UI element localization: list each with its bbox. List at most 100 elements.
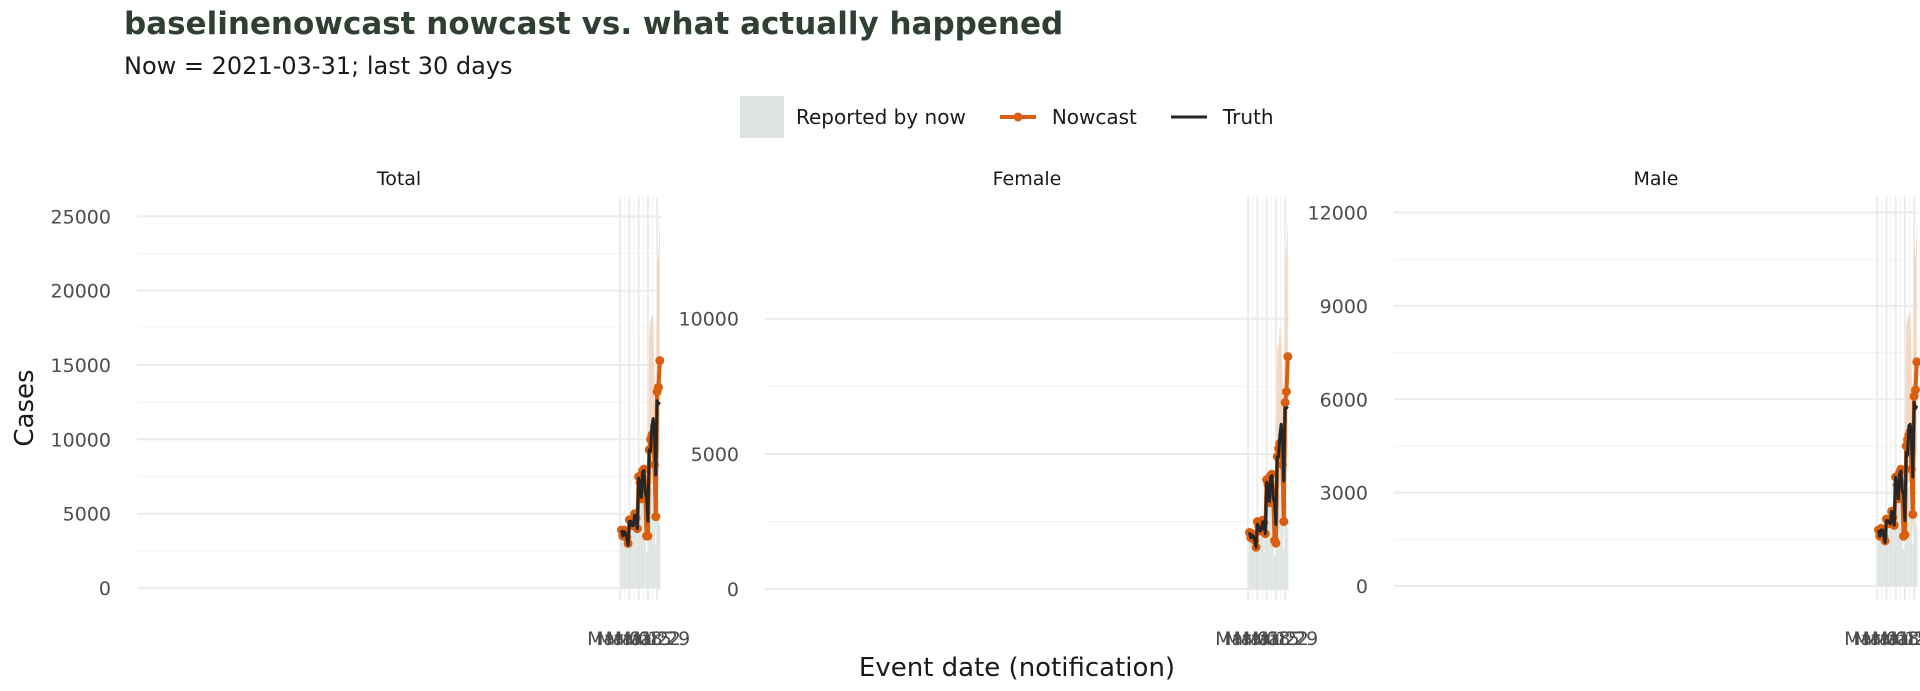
reported-bar [1275, 556, 1277, 590]
nowcast-point [655, 356, 665, 366]
reported-bar [659, 524, 661, 589]
reported-bar [653, 509, 656, 589]
x-axis-title: Event date (notification) [859, 653, 1175, 683]
reported-bar [634, 516, 636, 589]
reported-bar [1260, 529, 1262, 590]
chart-title: baselinenowcast nowcast vs. what actuall… [124, 6, 1064, 42]
reported-bar [648, 492, 650, 589]
x-tick-label: Mar 22 [1243, 628, 1309, 650]
x-tick-label: Mar 08 [596, 628, 662, 650]
x-tick-label: Mar 15 [1863, 628, 1920, 650]
reported-bar [1902, 550, 1905, 586]
reported-bar [1889, 523, 1891, 586]
reported-bar [1880, 529, 1882, 586]
reported-bar [1263, 524, 1265, 590]
reported-bar [1273, 555, 1276, 590]
reported-bar [1916, 525, 1918, 586]
truth-line [1877, 400, 1919, 544]
reported-bar [1267, 489, 1269, 590]
nowcast-point [1271, 538, 1281, 548]
reported-bar [635, 519, 637, 589]
x-tick-label: Mar 08 [1224, 628, 1290, 650]
y-tick-label: 25000 [51, 206, 111, 228]
reported-bar [1899, 475, 1901, 586]
nowcast-point [651, 512, 661, 522]
reported-bar [632, 525, 634, 589]
panel-total: Total 0 5000 10000 15000 20000 25000 Mar 01Mar … [51, 168, 691, 650]
x-tick-label: Mar 08 [1853, 628, 1919, 650]
legend-label-nowcast: Nowcast [1051, 105, 1137, 129]
reported-bar [1281, 510, 1284, 590]
reported-bar [1268, 503, 1270, 590]
reported-bar [639, 484, 641, 589]
panel-title: Female [993, 168, 1062, 190]
reported-bar [1887, 520, 1889, 586]
x-tick-label: Mar 15 [1234, 628, 1300, 650]
x-tick-label: Mar 29 [1252, 628, 1318, 650]
reported-bar [1877, 531, 1880, 586]
reported-bar [1909, 486, 1911, 586]
nowcast-point [1912, 357, 1920, 367]
nowcast-point [1896, 464, 1906, 474]
reported-bar [1254, 541, 1256, 590]
panel-title: Male [1633, 168, 1678, 190]
reported-bar [1904, 550, 1906, 586]
reported-bar [1262, 521, 1264, 590]
y-tick-label: 20000 [51, 281, 111, 303]
reported-bar [628, 521, 630, 589]
reported-bar [1895, 480, 1897, 586]
legend-item-reported: Reported by now [740, 96, 966, 138]
reported-bar [652, 486, 654, 589]
reported-bar [656, 482, 658, 589]
reported-bar [657, 498, 660, 589]
legend: Reported by now Nowcast Truth [740, 95, 1304, 139]
reported-bar [640, 498, 642, 589]
reported-bar [1271, 475, 1273, 590]
reported-bar [1256, 522, 1258, 590]
reported-bar [1891, 512, 1893, 586]
reported-bar [630, 521, 632, 589]
reported-bar [1255, 547, 1257, 590]
truth-line [620, 399, 661, 547]
reported-bar [624, 531, 627, 589]
y-tick-label: 0 [99, 578, 111, 600]
nowcast-point [1279, 517, 1289, 527]
x-tick-label: Mar 22 [1872, 628, 1920, 650]
y-tick-label: 0 [727, 579, 739, 601]
reported-bar [1285, 501, 1288, 590]
reported-bar [1885, 520, 1887, 586]
y-tick-label: 5000 [691, 444, 739, 466]
y-tick-label: 9000 [1320, 296, 1368, 318]
reported-bar [1258, 526, 1260, 590]
reported-bar [627, 542, 629, 589]
y-tick-label: 10000 [51, 429, 111, 451]
reported-bar [1287, 528, 1289, 590]
x-tick-label: Mar 01 [1215, 628, 1281, 650]
nowcast-point [643, 531, 653, 541]
nowcast-point [1908, 509, 1918, 519]
reported-bar [1900, 470, 1902, 586]
reported-bar [1888, 522, 1890, 586]
reported-bar [1259, 531, 1261, 590]
nowcast-point [653, 382, 663, 392]
panel-title: Total [376, 168, 421, 190]
reported-bar [1264, 535, 1266, 590]
reported-bar [1914, 498, 1917, 586]
nowcast-point [1281, 387, 1291, 397]
y-tick-label: 12000 [1308, 203, 1368, 225]
reported-bar [623, 530, 625, 589]
reported-bar [631, 525, 633, 589]
reported-bar [622, 534, 624, 589]
reported-bar [1892, 519, 1894, 586]
reported-bar [1280, 493, 1282, 590]
reported-bar [1883, 537, 1885, 586]
reported-bar [1252, 536, 1255, 590]
chart-subtitle: Now = 2021-03-31; last 30 days [124, 52, 513, 80]
nowcast-point [1900, 530, 1910, 540]
reported-bar [1910, 511, 1913, 586]
nowcast-point [1283, 352, 1293, 362]
reported-bar [636, 528, 638, 589]
reported-bar [1879, 534, 1881, 586]
